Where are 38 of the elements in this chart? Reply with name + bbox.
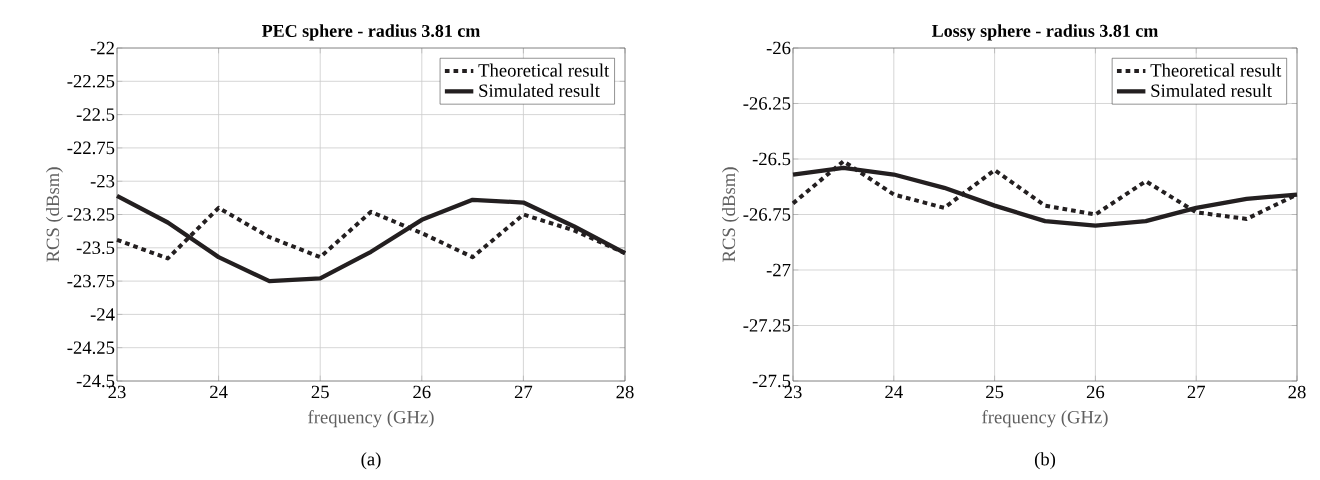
y-tick-label: -26 bbox=[766, 41, 791, 55]
y-tick-label: -26.75 bbox=[743, 208, 791, 221]
y-tick-label: -24 bbox=[90, 308, 115, 321]
y-axis-title: RCS (dBsm) bbox=[721, 167, 739, 262]
y-tick-label: -22.5 bbox=[76, 108, 115, 121]
y-tick-label: -23.75 bbox=[67, 274, 115, 288]
legend-label: Simulated result bbox=[479, 83, 600, 98]
text: (a) bbox=[361, 452, 381, 470]
x-tick-label: 24 bbox=[885, 385, 903, 399]
x-tick-label: 26 bbox=[1086, 385, 1105, 399]
x-tick-label: 25 bbox=[311, 385, 329, 399]
x-tick-label: 27 bbox=[1187, 385, 1206, 399]
x-tick-label: 26 bbox=[413, 385, 431, 399]
chart-title: PEC sphere - radius 3.81 cm bbox=[261, 24, 481, 41]
x-tick-label: 24 bbox=[210, 385, 228, 399]
y-tick-label: -23 bbox=[90, 174, 115, 188]
x-tick-label: 28 bbox=[616, 385, 634, 399]
y-tick-label: -22 bbox=[90, 41, 114, 55]
text: (b) bbox=[1034, 452, 1056, 470]
y-tick-label: -23.5 bbox=[76, 241, 115, 255]
y-tick-label: -22.25 bbox=[67, 74, 115, 88]
chart-title: Lossy sphere - radius 3.81 cm bbox=[931, 24, 1159, 41]
y-tick-label: -23.25 bbox=[67, 208, 115, 221]
y-tick-label: -26.25 bbox=[743, 97, 791, 110]
legend-label: Simulated result bbox=[1151, 83, 1272, 98]
x-tick-label: 28 bbox=[1288, 385, 1306, 399]
x-axis-title: frequency (GHz) bbox=[308, 410, 434, 428]
legend-label: Theoretical result bbox=[478, 63, 610, 77]
y-tick-label: -22.75 bbox=[67, 141, 115, 155]
y-tick-label: -27 bbox=[766, 263, 791, 277]
x-axis-title: frequency (GHz) bbox=[982, 410, 1108, 428]
x-tick-label: 27 bbox=[514, 385, 533, 399]
y-axis-title: RCS (dBsm) bbox=[45, 167, 63, 262]
x-tick-label: 25 bbox=[986, 385, 1004, 399]
y-tick-label: -26.5 bbox=[752, 152, 791, 166]
y-tick-label: -27.25 bbox=[743, 319, 791, 332]
y-tick-label: -24.25 bbox=[67, 341, 115, 355]
legend-label: Theoretical result bbox=[1150, 63, 1282, 77]
